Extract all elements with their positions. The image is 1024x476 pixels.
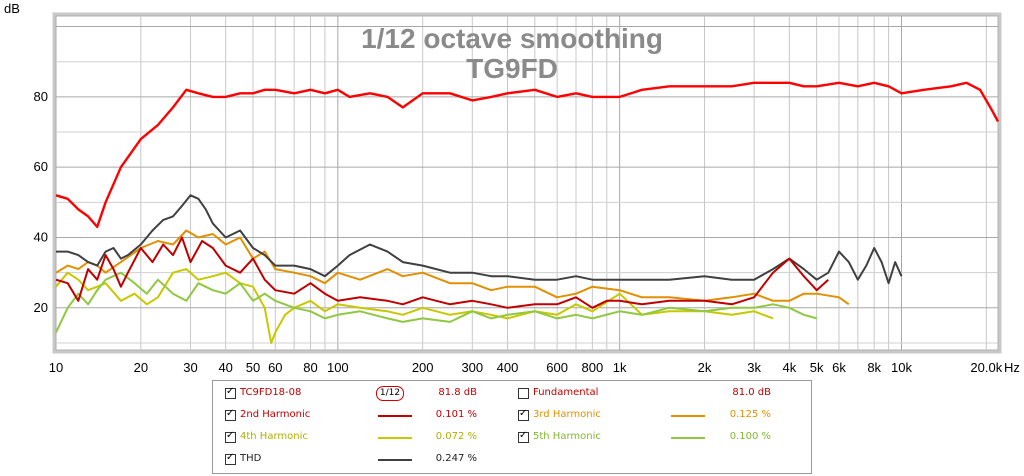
legend-row: ✓ TC9FD18-08 1/12 81.8 dB Fundamental 81… <box>213 383 811 405</box>
legend-label-fundamental: Fundamental <box>533 387 599 398</box>
x-tick-label: 30 <box>183 360 197 375</box>
legend-row: ✓ 4th Harmonic 0.072 % ✓ 5th Harmonic 0.… <box>213 427 811 449</box>
legend-swatch-2nd-harmonic <box>378 415 412 417</box>
legend-value-fundamental: 81.0 dB <box>732 387 771 398</box>
legend-checkbox-tc9fd18-08[interactable]: ✓ <box>225 386 236 399</box>
legend-swatch-3rd-harmonic <box>671 415 705 417</box>
y-axis-label: dB <box>4 1 20 16</box>
x-tick-labels: 10 20 30 40 50 60 80 100 200 300 400 600 800 1k 2k 3k 4k… <box>49 360 1003 375</box>
y-tick-label: 80 <box>34 89 48 104</box>
x-tick-label: 4k <box>782 360 796 375</box>
legend-swatch-5th-harmonic <box>671 437 705 439</box>
legend-checkbox-3rd-harmonic[interactable]: ✓ <box>518 408 529 421</box>
legend-label-2nd-harmonic: 2nd Harmonic <box>240 409 311 420</box>
legend-checkbox-5th-harmonic[interactable]: ✓ <box>518 430 529 443</box>
series-line-5th-harmonic <box>55 271 817 333</box>
plot-area <box>55 15 999 351</box>
plot-frame <box>52 12 1002 354</box>
legend-label-3rd-harmonic: 3rd Harmonic <box>533 409 601 420</box>
x-tick-label: 800 <box>581 360 603 375</box>
y-tick-label: 60 <box>34 159 48 174</box>
legend-checkbox-2nd-harmonic[interactable]: ✓ <box>225 408 236 421</box>
legend-label-4th-harmonic: 4th Harmonic <box>240 431 308 442</box>
x-tick-label: 300 <box>461 360 483 375</box>
legend-value-2nd-harmonic: 0.101 % <box>435 409 477 420</box>
series-line-3rd-harmonic <box>55 229 850 306</box>
legend-checkbox-fundamental[interactable] <box>518 388 529 399</box>
x-tick-label: 8k <box>867 360 881 375</box>
legend-row: ✓ THD 0.247 % <box>213 449 811 471</box>
series-group <box>55 81 1000 344</box>
frequency-response-chart: 1/12 octave smoothing TG9FD dB Hz 20 40 60… <box>4 1 1020 375</box>
x-tick-label: 10 <box>49 360 63 375</box>
x-tick-label: 400 <box>497 360 519 375</box>
series-line-2nd-harmonic <box>55 236 829 309</box>
chart-title: 1/12 octave smoothing <box>361 23 663 54</box>
x-tick-label: 10k <box>891 360 912 375</box>
x-tick-label: 80 <box>303 360 317 375</box>
x-tick-label: 50 <box>246 360 260 375</box>
x-tick-label: 2k <box>698 360 712 375</box>
legend-label-thd: THD <box>240 453 262 464</box>
x-tick-label: 20 <box>134 360 148 375</box>
y-tick-label: 20 <box>34 300 48 315</box>
legend-swatch-thd <box>378 459 412 461</box>
legend-value-thd: 0.247 % <box>435 453 477 464</box>
x-tick-label: 1k <box>613 360 627 375</box>
legend-label-tc9fd18-08: TC9FD18-08 <box>240 387 302 398</box>
legend-checkbox-4th-harmonic[interactable]: ✓ <box>225 430 236 443</box>
legend-label-5th-harmonic: 5th Harmonic <box>533 431 601 442</box>
x-tick-label: 200 <box>412 360 434 375</box>
x-axis-label: Hz <box>1004 360 1020 375</box>
legend-checkbox-thd[interactable]: ✓ <box>225 452 236 465</box>
legend-value-3rd-harmonic: 0.125 % <box>729 409 771 420</box>
smoothing-badge[interactable]: 1/12 <box>376 386 404 401</box>
x-tick-label: 3k <box>747 360 761 375</box>
x-tick-label: 6k <box>832 360 846 375</box>
legend-row: ✓ 2nd Harmonic 0.101 % ✓ 3rd Harmonic 0.… <box>213 405 811 427</box>
chart-subtitle: TG9FD <box>466 53 558 84</box>
legend-panel: ✓ TC9FD18-08 1/12 81.8 dB Fundamental 81… <box>212 380 812 474</box>
legend-value-4th-harmonic: 0.072 % <box>435 431 477 442</box>
y-tick-label: 40 <box>34 229 48 244</box>
legend-swatch-4th-harmonic <box>378 437 412 439</box>
series-line-thd <box>56 194 903 285</box>
series-line-4th-harmonic <box>55 268 774 344</box>
x-tick-label: 40 <box>218 360 232 375</box>
x-tick-label: 100 <box>327 360 349 375</box>
x-tick-label: 5k <box>810 360 824 375</box>
x-tick-label: 20.0k <box>970 360 1002 375</box>
y-tick-labels: 20 40 60 80 <box>34 89 48 315</box>
x-tick-label: 600 <box>546 360 568 375</box>
series-line-tc9fd18-08 <box>55 81 1000 229</box>
legend-value-tc9fd18-08: 81.8 dB <box>438 387 477 398</box>
x-tick-label: 60 <box>268 360 282 375</box>
legend-value-5th-harmonic: 0.100 % <box>729 431 771 442</box>
